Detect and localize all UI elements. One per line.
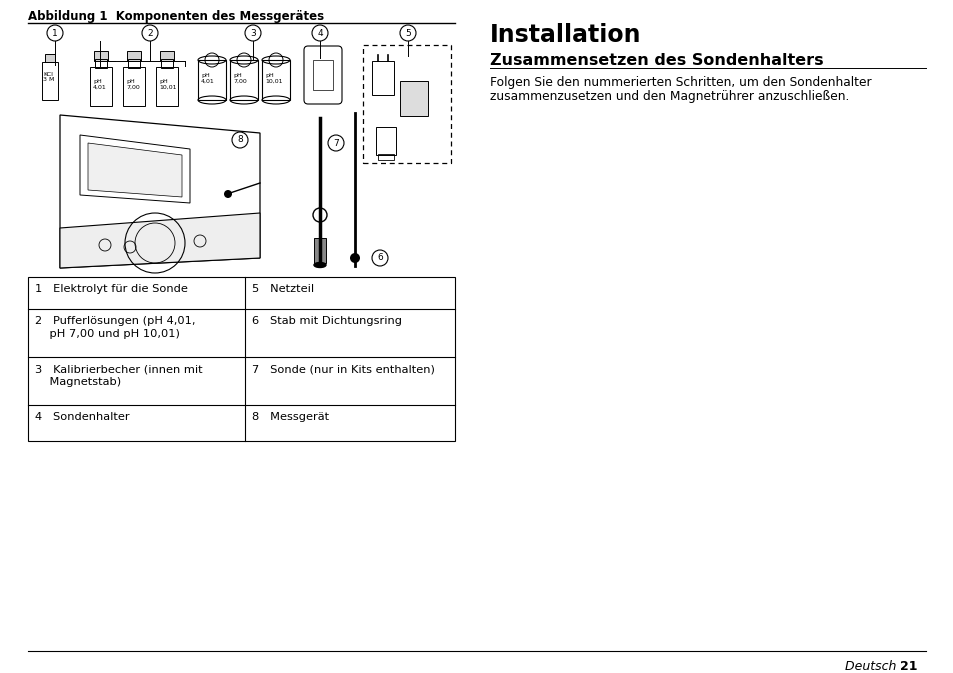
Text: Abbildung 1  Komponenten des Messgerätes: Abbildung 1 Komponenten des Messgerätes bbox=[28, 10, 324, 23]
Text: 8   Messgerät: 8 Messgerät bbox=[252, 412, 329, 422]
Text: zusammenzusetzen und den Magnetrührer anzuschließen.: zusammenzusetzen und den Magnetrührer an… bbox=[490, 90, 848, 103]
Bar bbox=[128, 59, 140, 68]
Text: pH
10,01: pH 10,01 bbox=[159, 79, 176, 90]
Text: pH
7,00: pH 7,00 bbox=[233, 73, 247, 83]
Bar bbox=[198, 60, 226, 100]
Bar bbox=[262, 60, 290, 100]
Text: 3   Kalibrierbecher (innen mit
    Magnetstab): 3 Kalibrierbecher (innen mit Magnetstab) bbox=[35, 364, 202, 387]
Text: Deutsch: Deutsch bbox=[843, 660, 899, 673]
Text: 1: 1 bbox=[52, 28, 58, 38]
Bar bbox=[45, 54, 55, 62]
Text: 7: 7 bbox=[333, 139, 338, 147]
Text: 5   Netzteil: 5 Netzteil bbox=[252, 284, 314, 294]
Text: KCl
3 M: KCl 3 M bbox=[43, 71, 54, 82]
Bar bbox=[42, 62, 58, 100]
Bar bbox=[313, 60, 333, 90]
Bar bbox=[161, 59, 172, 68]
Text: 2   Pufferlösungen (pH 4,01,
    pH 7,00 und pH 10,01): 2 Pufferlösungen (pH 4,01, pH 7,00 und p… bbox=[35, 316, 195, 339]
Text: 5: 5 bbox=[405, 28, 411, 38]
Text: Folgen Sie den nummerierten Schritten, um den Sondenhalter: Folgen Sie den nummerierten Schritten, u… bbox=[490, 76, 871, 89]
Text: pH
4,01: pH 4,01 bbox=[201, 73, 214, 83]
Bar bbox=[28, 277, 455, 441]
Bar bbox=[90, 67, 112, 106]
Bar bbox=[399, 81, 428, 116]
Text: Installation: Installation bbox=[490, 23, 640, 47]
Bar bbox=[127, 51, 141, 61]
Text: 7   Sonde (nur in Kits enthalten): 7 Sonde (nur in Kits enthalten) bbox=[252, 364, 435, 374]
Text: pH
10,01: pH 10,01 bbox=[265, 73, 282, 83]
Bar bbox=[372, 61, 394, 95]
Bar bbox=[377, 154, 394, 160]
Ellipse shape bbox=[314, 262, 326, 267]
Text: 21: 21 bbox=[899, 660, 917, 673]
Text: 6: 6 bbox=[376, 254, 382, 262]
Bar bbox=[230, 60, 257, 100]
Text: 8: 8 bbox=[237, 135, 243, 145]
Text: pH
7,00: pH 7,00 bbox=[126, 79, 139, 90]
Bar bbox=[160, 51, 173, 61]
Bar bbox=[375, 127, 395, 155]
Text: 2: 2 bbox=[147, 28, 152, 38]
Text: Zusammensetzen des Sondenhalters: Zusammensetzen des Sondenhalters bbox=[490, 53, 822, 68]
Polygon shape bbox=[88, 143, 182, 197]
Circle shape bbox=[350, 253, 359, 263]
Bar bbox=[156, 67, 178, 106]
Text: 3: 3 bbox=[250, 28, 255, 38]
Polygon shape bbox=[60, 115, 260, 268]
Text: 6   Stab mit Dichtungsring: 6 Stab mit Dichtungsring bbox=[252, 316, 401, 326]
Bar bbox=[95, 59, 107, 68]
Text: 4   Sondenhalter: 4 Sondenhalter bbox=[35, 412, 130, 422]
Bar bbox=[314, 238, 326, 263]
Circle shape bbox=[224, 190, 232, 198]
Text: 4: 4 bbox=[316, 28, 322, 38]
Text: 1   Elektrolyt für die Sonde: 1 Elektrolyt für die Sonde bbox=[35, 284, 188, 294]
Bar bbox=[363, 45, 451, 163]
Bar bbox=[94, 51, 108, 61]
Polygon shape bbox=[60, 213, 260, 268]
Text: pH
4,01: pH 4,01 bbox=[92, 79, 107, 90]
Bar bbox=[123, 67, 145, 106]
